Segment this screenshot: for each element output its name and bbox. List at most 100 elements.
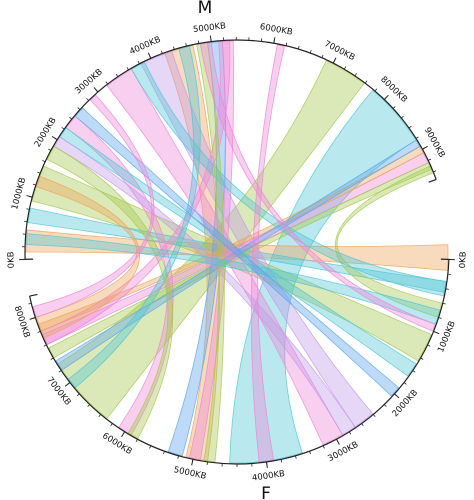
minor-tick (420, 357, 424, 360)
minor-tick (372, 414, 376, 417)
major-tick (422, 145, 428, 150)
minor-tick (442, 302, 446, 305)
major-tick (266, 461, 268, 468)
minor-tick (321, 54, 324, 58)
major-tick (336, 438, 340, 445)
ribbon (40, 40, 231, 346)
minor-tick (438, 317, 442, 319)
major-tick (64, 382, 71, 387)
minor-tick (32, 183, 36, 186)
ribbon (25, 229, 449, 271)
minor-tick (403, 382, 407, 385)
major-tick (191, 459, 194, 466)
minor-tick (98, 414, 102, 417)
minor-tick (197, 40, 200, 44)
minor-tick (408, 125, 412, 129)
major-tick (121, 431, 126, 438)
minor-tick (322, 445, 325, 449)
major-tick (332, 57, 337, 64)
ribbon (32, 94, 155, 318)
ribbon (67, 45, 201, 389)
tick-label: 8000KB (12, 305, 32, 340)
minor-tick (433, 170, 437, 173)
ribbon (130, 61, 447, 297)
ribbon (46, 145, 174, 439)
tick-label: 1000KB (436, 320, 458, 355)
minor-tick (427, 344, 431, 347)
minor-tick (77, 107, 81, 110)
minor-tick (135, 438, 138, 443)
major-tick (383, 94, 389, 100)
minor-tick (295, 455, 297, 459)
minor-tick (285, 42, 288, 46)
axis-arc (24, 39, 437, 260)
minor-tick (297, 46, 300, 50)
tick-label: 1000KB (10, 176, 28, 211)
axis-arc (29, 259, 450, 465)
minor-tick (309, 451, 311, 455)
minor-tick (428, 158, 432, 161)
minor-tick (126, 67, 129, 71)
minor-tick (349, 431, 352, 435)
minor-tick (76, 393, 80, 397)
minor-tick (69, 116, 73, 120)
tick-label: 0KB (6, 251, 17, 268)
major-tick (29, 317, 36, 320)
minor-tick (48, 148, 52, 151)
major-tick (273, 37, 276, 44)
minor-tick (374, 88, 378, 92)
ribbon (25, 233, 441, 325)
minor-tick (160, 50, 163, 54)
minor-tick (50, 357, 54, 360)
ribbons (25, 40, 449, 464)
minor-tick (412, 370, 416, 373)
minor-tick (415, 136, 419, 139)
minor-tick (361, 423, 364, 427)
axis-cap (428, 178, 437, 183)
ribbon (31, 165, 432, 362)
minor-tick (343, 66, 347, 70)
minor-tick (185, 43, 187, 47)
minor-tick (86, 98, 89, 101)
minor-tick (26, 208, 30, 210)
minor-tick (37, 171, 41, 174)
tick-label: 3000KB (73, 67, 105, 96)
major-tick (394, 393, 400, 399)
ribbon (199, 42, 436, 332)
minor-tick (383, 404, 387, 407)
minor-tick (58, 370, 62, 373)
ribbon (196, 42, 225, 463)
tick-label: 4000KB (251, 469, 285, 484)
minor-tick (37, 331, 41, 333)
ribbon (35, 175, 140, 339)
tick-label: 7000KB (322, 39, 356, 63)
tick-label: 5000KB (193, 21, 227, 35)
major-tick (209, 35, 212, 42)
minor-tick (87, 404, 91, 407)
major-tick (433, 330, 440, 335)
ribbon (74, 107, 400, 397)
minor-tick (280, 459, 283, 463)
ribbon (55, 139, 421, 371)
minor-tick (105, 81, 108, 85)
minor-tick (445, 288, 449, 290)
major-tick (51, 136, 58, 141)
axis-cap (29, 293, 38, 297)
minor-tick (149, 445, 152, 449)
tick-label: 4000KB (128, 35, 162, 58)
tick-label: 3000KB (326, 440, 360, 464)
major-tick (147, 52, 152, 59)
minor-tick (28, 302, 32, 305)
minor-tick (364, 80, 368, 84)
group-label: F (261, 484, 271, 500)
minor-tick (61, 127, 65, 130)
minor-tick (177, 455, 179, 459)
ribbon (53, 136, 356, 436)
major-tick (93, 87, 99, 93)
ribbon (229, 89, 417, 464)
minor-tick (354, 73, 357, 77)
minor-tick (110, 423, 113, 427)
major-tick (26, 195, 33, 198)
tick-label: 6000KB (259, 22, 293, 38)
